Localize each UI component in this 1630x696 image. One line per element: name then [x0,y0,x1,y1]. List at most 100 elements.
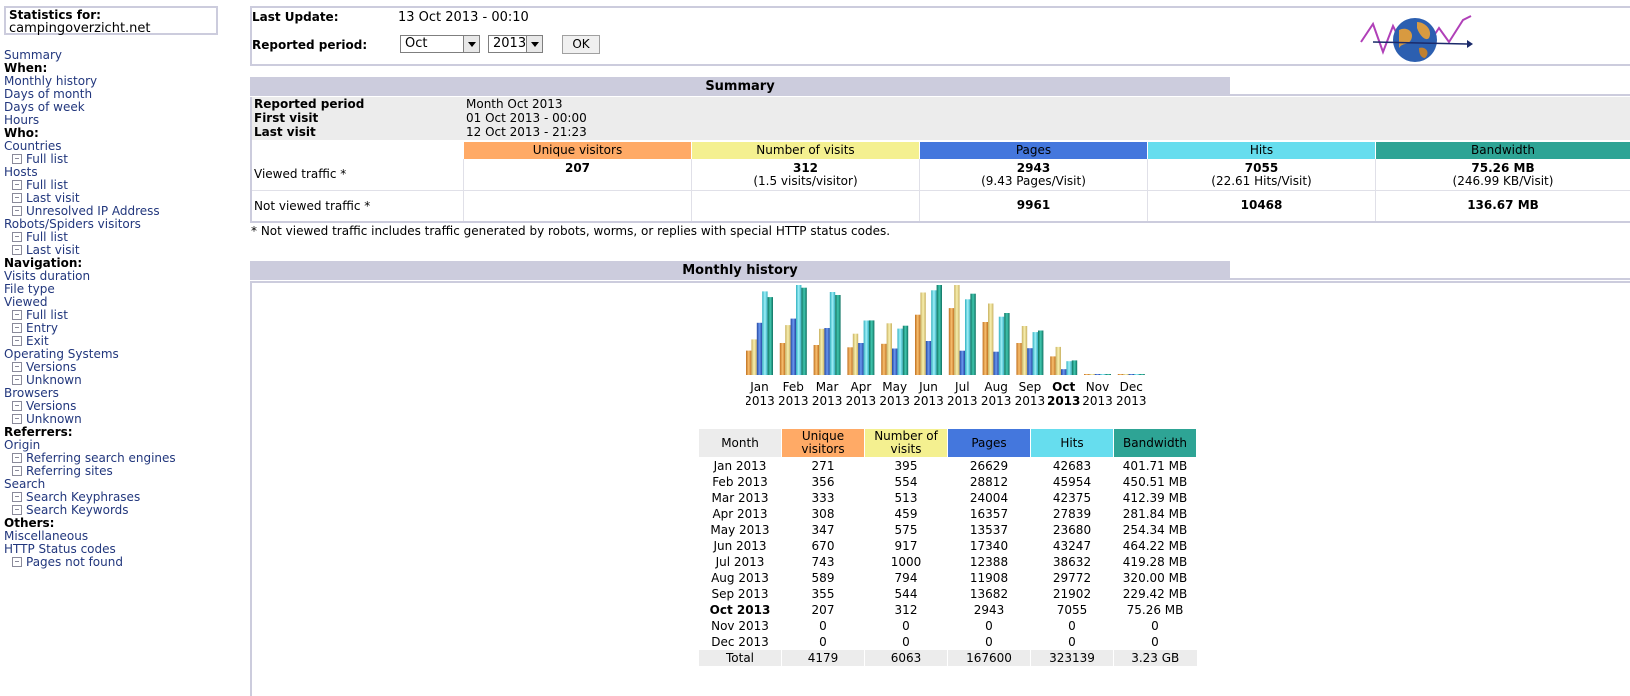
menu-miscellaneous-label[interactable]: Miscellaneous [4,529,89,543]
menu-header-who-label: Who: [4,126,39,140]
bar-mar-series-0 [813,345,819,375]
menu-referring-sites[interactable]: Referring sites [4,465,228,478]
menu-hours[interactable]: Hours [4,114,228,127]
menu-referring-search-engines-label[interactable]: Referring search engines [26,451,176,465]
cell-pages: 13682 [969,587,1009,601]
viewed-hits-sub: (22.61 Hits/Visit) [1211,174,1312,188]
menu-monthly-history-label[interactable]: Monthly history [4,74,98,88]
menu-viewed-label[interactable]: Viewed [4,295,48,309]
year-select[interactable]: 2013 [488,35,543,53]
menu-browsers-unknown-label[interactable]: Unknown [26,412,82,426]
menu-countries-label[interactable]: Countries [4,139,62,153]
menu-browsers-versions[interactable]: Versions [4,400,228,413]
ok-button[interactable]: OK [562,35,600,54]
menu-viewed-entry-label[interactable]: Entry [26,321,58,335]
bar-sep-series-4 [1038,330,1044,375]
menu-search-keywords[interactable]: Search Keywords [4,504,228,517]
year-select-value: 2013 [493,36,527,51]
menu-viewed-full-list-label[interactable]: Full list [26,308,68,322]
x-tick-month-dec: Dec [1120,380,1143,394]
menu-days-of-week[interactable]: Days of week [4,101,228,114]
bar-mar-series-3 [829,292,836,375]
menu-hosts-unresolved-ip[interactable]: Unresolved IP Address [4,205,228,218]
menu-search[interactable]: Search [4,478,228,491]
menu-hosts-last-visit-label[interactable]: Last visit [26,191,80,205]
cell-unique: 355 [811,587,835,601]
menu-browsers[interactable]: Browsers [4,387,228,400]
menu-operating-systems[interactable]: Operating Systems [4,348,228,361]
menu-hosts-unresolved-ip-label[interactable]: Unresolved IP Address [26,204,160,218]
menu-search-label[interactable]: Search [4,477,46,491]
viewed-bandwidth-sub: (246.99 KB/Visit) [1452,174,1554,188]
month-select[interactable]: Oct [400,35,480,53]
menu-hosts-full-list-label[interactable]: Full list [26,178,68,192]
monthly-history-box [250,281,1630,696]
menu-days-of-month-label[interactable]: Days of month [4,87,93,101]
menu-os-versions-label[interactable]: Versions [26,360,77,374]
menu-hosts-label[interactable]: Hosts [4,165,38,179]
menu-monthly-history[interactable]: Monthly history [4,75,228,88]
menu-file-type[interactable]: File type [4,283,228,296]
menu-browsers-label[interactable]: Browsers [4,386,59,400]
cell-hits: 42683 [1052,459,1092,473]
menu-robots-full-list-label[interactable]: Full list [26,230,68,244]
bar-aug-series-0 [982,322,988,375]
last-update-label: Last Update: [252,10,339,24]
menu-os-unknown[interactable]: Unknown [4,374,228,387]
tree-branch-icon [12,453,22,463]
bar-dec-series-0 [1117,374,1124,375]
menu-viewed-entry[interactable]: Entry [4,322,228,335]
menu-file-type-label[interactable]: File type [4,282,55,296]
menu-summary-label[interactable]: Summary [4,48,62,62]
menu-origin-label[interactable]: Origin [4,438,41,452]
menu-search-keyphrases-label[interactable]: Search Keyphrases [26,490,141,504]
menu-countries-full-list-label[interactable]: Full list [26,152,68,166]
menu-referring-search-engines[interactable]: Referring search engines [4,452,228,465]
cell-bandwidth: 229.42 MB [1122,587,1188,601]
tree-branch-icon [12,310,22,320]
menu-hosts[interactable]: Hosts [4,166,228,179]
menu-pages-not-found-label[interactable]: Pages not found [26,555,123,569]
menu-operating-systems-label[interactable]: Operating Systems [4,347,119,361]
menu-robots-last-visit[interactable]: Last visit [4,244,228,257]
menu-os-unknown-label[interactable]: Unknown [26,373,82,387]
menu-countries[interactable]: Countries [4,140,228,153]
menu-pages-not-found[interactable]: Pages not found [4,556,228,569]
menu-viewed-exit-label[interactable]: Exit [26,334,49,348]
menu-hours-label[interactable]: Hours [4,113,40,127]
menu-origin[interactable]: Origin [4,439,228,452]
menu-viewed-exit[interactable]: Exit [4,335,228,348]
menu-http-status-codes-label[interactable]: HTTP Status codes [4,542,116,556]
menu-viewed-full-list[interactable]: Full list [4,309,228,322]
menu-http-status-codes[interactable]: HTTP Status codes [4,543,228,556]
statistics-for-label: Statistics for: [9,8,101,22]
menu-countries-full-list[interactable]: Full list [4,153,228,166]
menu-robots-last-visit-label[interactable]: Last visit [26,243,80,257]
menu-viewed[interactable]: Viewed [4,296,228,309]
menu-search-keyphrases[interactable]: Search Keyphrases [4,491,228,504]
bar-mar-series-4 [835,295,841,375]
tree-branch-icon [12,336,22,346]
cell-unique: 271 [811,459,835,473]
menu-browsers-unknown[interactable]: Unknown [4,413,228,426]
cell-visits: 0 [902,635,910,649]
menu-os-versions[interactable]: Versions [4,361,228,374]
menu-referring-sites-label[interactable]: Referring sites [26,464,113,478]
menu-visits-duration[interactable]: Visits duration [4,270,228,283]
cell-unique: 347 [811,523,835,537]
menu-search-keywords-label[interactable]: Search Keywords [26,503,129,517]
menu-days-of-week-label[interactable]: Days of week [4,100,85,114]
x-tick-month-mar: Mar [816,380,839,394]
menu-hosts-full-list[interactable]: Full list [4,179,228,192]
menu-visits-duration-label[interactable]: Visits duration [4,269,91,283]
cell-pages: 16357 [969,507,1009,521]
menu-robots-label[interactable]: Robots/Spiders visitors [4,217,141,231]
menu-hosts-last-visit[interactable]: Last visit [4,192,228,205]
menu-days-of-month[interactable]: Days of month [4,88,228,101]
menu-miscellaneous[interactable]: Miscellaneous [4,530,228,543]
menu-robots[interactable]: Robots/Spiders visitors [4,218,228,231]
menu-robots-full-list[interactable]: Full list [4,231,228,244]
bar-jan-series-1 [751,339,757,375]
menu-browsers-versions-label[interactable]: Versions [26,399,77,413]
menu-summary[interactable]: Summary [4,49,228,62]
